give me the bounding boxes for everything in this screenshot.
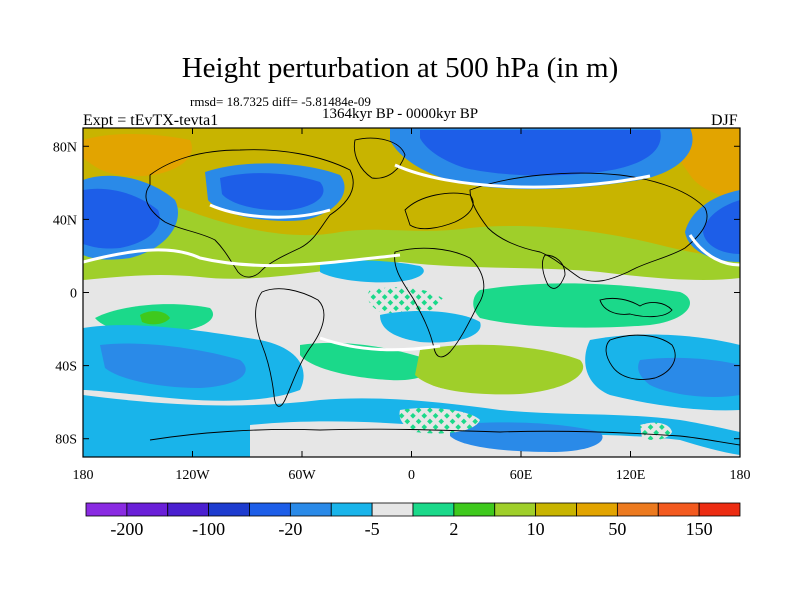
sh-blue-pacific (100, 343, 246, 388)
x-tick-label: 180 (73, 468, 94, 483)
colorbar-label: -200 (110, 519, 143, 539)
colorbar-swatch (85, 502, 128, 517)
x-tick-label: 180 (730, 468, 751, 483)
colorbar-label: 10 (527, 519, 545, 539)
south-america-outline (255, 288, 325, 407)
x-axis-ticks: 180 120W 60W 0 60E 120E 180 (73, 128, 751, 483)
colorbar-swatch (330, 502, 373, 517)
y-tick-label: 40N (53, 213, 77, 228)
low-north-west-pacific-inner (703, 200, 740, 254)
map-area (83, 128, 740, 457)
colorbar-swatch (616, 502, 659, 517)
colorbar-swatch (412, 502, 455, 517)
colorbar-label: -20 (278, 519, 302, 539)
tropical-cyan-atlantic (320, 260, 424, 283)
x-tick-label: 60W (288, 468, 316, 483)
tropical-cyan-atlantic-south (380, 310, 481, 343)
y-tick-label: 40S (55, 360, 77, 375)
low-canada-inner (220, 173, 324, 211)
colorbar-swatch (576, 502, 618, 517)
nh-green-band (83, 193, 740, 281)
sh-blue-australia (638, 357, 740, 397)
chart-title: Height perturbation at 500 hPa (in m) (181, 52, 619, 84)
colorbar-swatch (453, 502, 496, 517)
low-north-pacific-inner (83, 188, 160, 249)
colorbar (85, 502, 741, 517)
colorbar-swatch (494, 502, 537, 517)
colorbar-swatch (289, 502, 332, 517)
australia-outline (605, 334, 676, 380)
colorbar-swatch (208, 502, 250, 517)
asia-outline (469, 172, 708, 282)
y-tick-label: 80N (53, 140, 77, 155)
x-tick-label: 0 (408, 468, 415, 483)
greenland-outline (353, 137, 406, 179)
colorbar-swatch (657, 502, 700, 517)
colorbar-swatch (698, 502, 741, 517)
zero-contours (83, 163, 740, 352)
colorbar-label: -5 (365, 519, 380, 539)
season-label: DJF (711, 112, 738, 129)
x-tick-label: 60E (510, 468, 533, 483)
y-axis-ticks: 80N 40N 0 40S 80S (53, 140, 740, 448)
antarctica-outline (149, 428, 740, 446)
india-outline (541, 254, 566, 289)
indonesia-outline (599, 297, 673, 318)
period-annotation: 1364kyr BP - 0000kyr BP (322, 106, 479, 122)
tropical-hatched-atlantic (367, 287, 445, 314)
tropical-green-indian (473, 283, 690, 328)
sh-southern-ocean-blue (450, 422, 603, 452)
colorbar-swatch (371, 502, 414, 517)
colorbar-swatch (249, 502, 291, 517)
colorbar-swatch (126, 502, 169, 517)
tropical-green-pacific-small (140, 311, 170, 325)
colorbar-label: 150 (686, 519, 713, 539)
colorbar-label: -100 (192, 519, 225, 539)
sh-green-indian (415, 344, 584, 395)
sh-green-subtropical (300, 342, 433, 381)
europe-outline (404, 192, 474, 230)
coastlines (145, 137, 740, 446)
colorbar-labels: -200 -100 -20 -5 2 10 50 150 (110, 519, 712, 539)
y-tick-label: 0 (70, 287, 77, 302)
north-america-outline (145, 149, 354, 278)
sh-hatched-east (640, 422, 672, 440)
experiment-label: Expt = tEvTX-tevta1 (83, 112, 219, 129)
x-tick-label: 120W (175, 468, 210, 483)
y-tick-label: 80S (55, 433, 77, 448)
africa-outline (394, 247, 485, 358)
colorbar-label: 2 (449, 519, 458, 539)
colorbar-swatch (167, 502, 210, 517)
low-arctic-inner (420, 130, 661, 176)
sh-hatched-south (399, 408, 480, 434)
colorbar-swatch (535, 502, 577, 517)
stats-annotation: rmsd= 18.7325 diff= -5.81484e-09 (190, 94, 371, 109)
x-tick-label: 120E (616, 468, 646, 483)
colorbar-label: 50 (608, 519, 626, 539)
